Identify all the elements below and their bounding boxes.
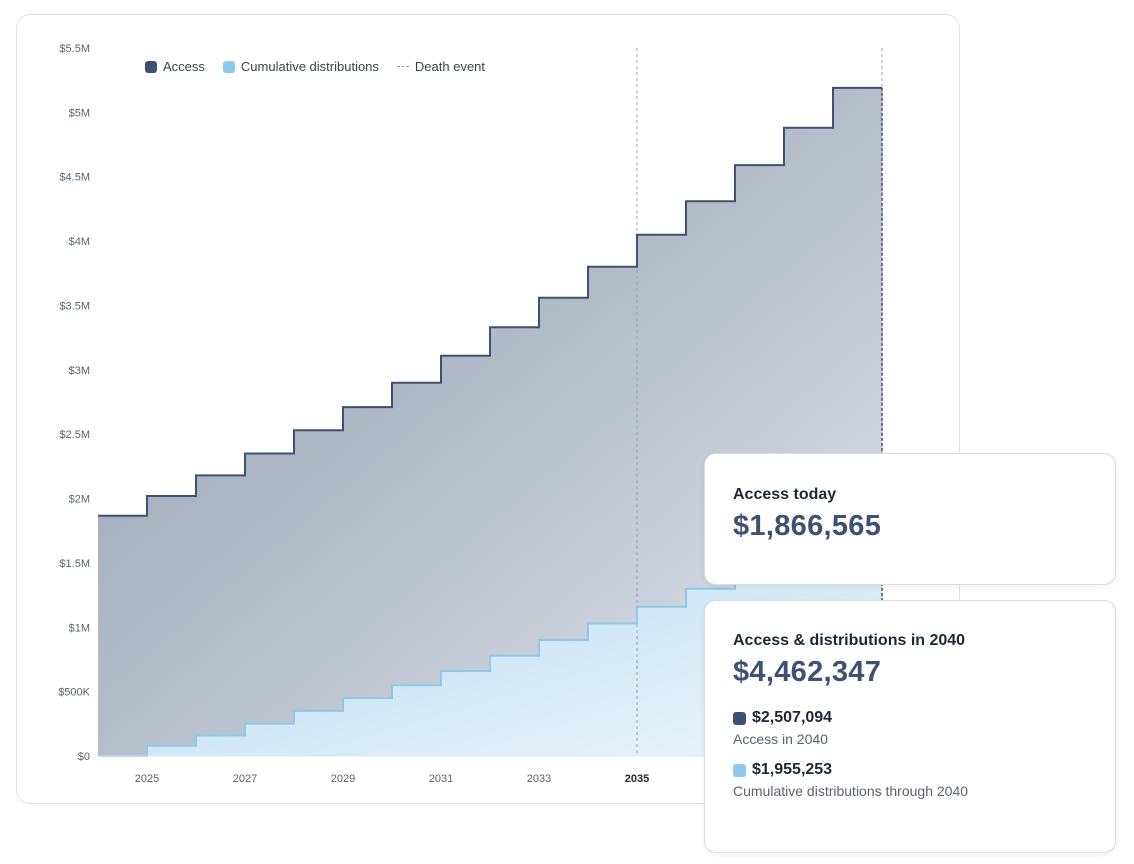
- access-today-card: Access today $1,866,565: [704, 453, 1116, 585]
- legend-label-distributions: Cumulative distributions: [240, 59, 379, 74]
- access-breakdown-row: $2,507,094: [733, 709, 1115, 727]
- y-tick-label: $2.5M: [59, 429, 90, 441]
- distributions-breakdown-row: $1,955,253: [733, 761, 1115, 779]
- legend-label-access: Access: [163, 59, 205, 74]
- y-tick-label: $3M: [69, 365, 90, 377]
- x-tick-label: 2031: [429, 773, 453, 785]
- legend-distributions[interactable]: Cumulative distributions: [222, 59, 379, 74]
- legend-swatch-death-event: [396, 66, 409, 67]
- legend-swatch-distributions: [222, 60, 235, 73]
- distributions-breakdown-swatch: [733, 763, 746, 777]
- y-tick-label: $2M: [69, 494, 90, 506]
- y-tick-label: $5.5M: [59, 43, 90, 55]
- access-2040-card: Access & distributions in 2040 $4,462,34…: [704, 600, 1116, 853]
- x-tick-label: 2025: [135, 773, 159, 785]
- distributions-breakdown-label: Cumulative distributions through 2040: [733, 783, 969, 799]
- distributions-breakdown-value: $1,955,253: [752, 761, 833, 778]
- y-tick-label: $500K: [58, 687, 90, 699]
- y-tick-label: $1.5M: [59, 558, 90, 570]
- access-2040-value: $4,462,347: [733, 656, 882, 688]
- legend: Access Cumulative distributions Death ev…: [145, 59, 485, 74]
- y-tick-label: $5M: [69, 107, 90, 119]
- access-breakdown-value: $2,507,094: [752, 709, 833, 726]
- x-tick-label: 2035: [625, 773, 649, 785]
- y-tick-label: $4.5M: [59, 172, 90, 184]
- x-tick-label: 2029: [331, 773, 355, 785]
- legend-swatch-access: [145, 60, 157, 73]
- legend-label-death-event: Death event: [414, 59, 486, 74]
- x-tick-label: 2033: [527, 773, 551, 785]
- legend-death-event[interactable]: Death event: [396, 59, 486, 74]
- access-line: [98, 86, 882, 517]
- access-2040-title: Access & distributions in 2040: [733, 632, 966, 649]
- y-tick-label: $0: [78, 751, 90, 763]
- access-breakdown-label: Access in 2040: [733, 731, 828, 747]
- y-tick-label: $1M: [69, 622, 90, 634]
- access-today-title: Access today: [733, 486, 837, 503]
- y-tick-label: $3.5M: [59, 300, 90, 312]
- access-today-value: $1,866,565: [733, 510, 882, 542]
- y-tick-label: $4M: [69, 236, 90, 248]
- legend-access[interactable]: Access: [145, 59, 205, 74]
- x-tick-label: 2027: [233, 773, 257, 785]
- distributions-area: [98, 526, 882, 756]
- access-breakdown-swatch: [733, 711, 746, 725]
